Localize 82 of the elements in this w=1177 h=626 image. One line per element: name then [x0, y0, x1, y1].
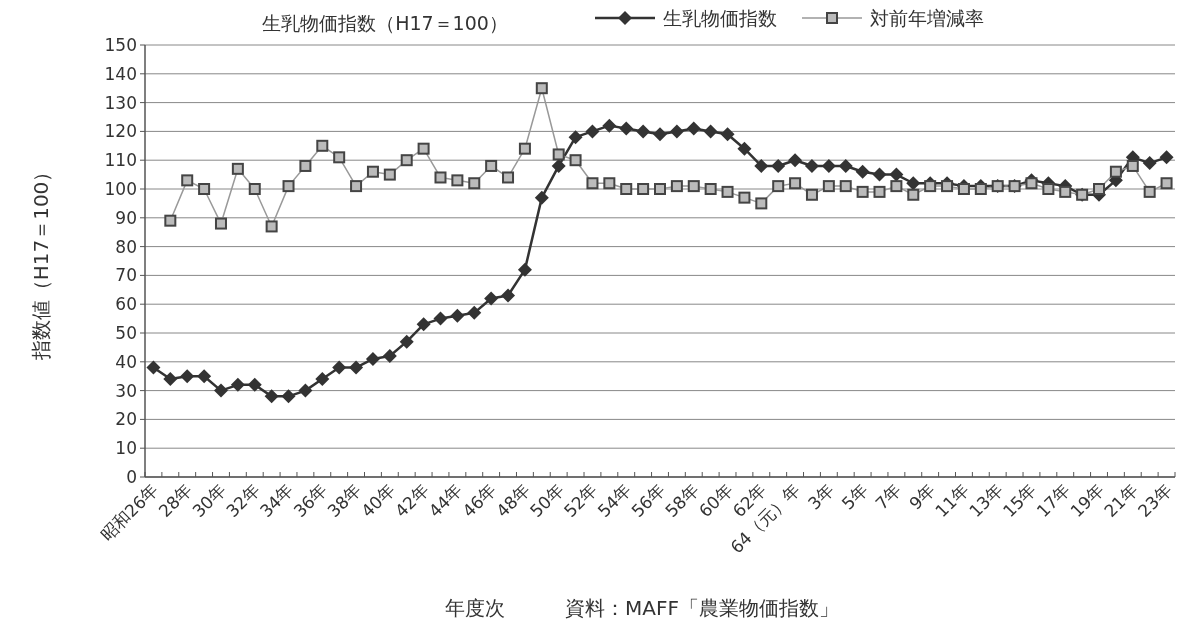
point [721, 185, 734, 198]
point [1059, 185, 1072, 198]
point [1160, 177, 1173, 190]
point [873, 185, 886, 198]
point [839, 180, 852, 193]
point [890, 180, 903, 193]
point [924, 180, 937, 193]
point [316, 139, 329, 152]
point [687, 180, 700, 193]
legend-label: 対前年増減率 [870, 7, 984, 29]
x-tick-label: 5年 [837, 479, 872, 514]
legend-label: 生乳物価指数 [663, 7, 777, 29]
point [1143, 185, 1156, 198]
point [637, 183, 650, 195]
point [822, 180, 835, 193]
y-tick-label: 140 [104, 63, 137, 84]
point [518, 142, 531, 155]
point [789, 177, 802, 190]
point [907, 188, 920, 201]
y-tick-label: 50 [115, 323, 137, 343]
point [417, 142, 430, 155]
point [198, 183, 211, 195]
point [1025, 177, 1038, 190]
point [941, 180, 954, 193]
point [620, 183, 633, 195]
point [383, 168, 396, 181]
point [231, 162, 244, 175]
y-tick-label: 80 [115, 236, 137, 257]
y-axis-title: 指数値（H17＝100） [29, 161, 53, 362]
y-tick-label: 40 [115, 351, 137, 372]
point [805, 188, 818, 201]
x-tick-label: 7年 [871, 479, 906, 514]
point [434, 171, 447, 184]
y-tick-label: 90 [115, 207, 137, 228]
point [485, 159, 498, 172]
y-tick-label: 100 [104, 179, 137, 199]
point [552, 148, 565, 161]
point [772, 180, 785, 193]
point [282, 180, 295, 193]
y-tick-label: 10 [115, 438, 137, 459]
point [569, 154, 582, 167]
point [1042, 183, 1055, 195]
point [265, 220, 278, 233]
x-axis-title: 年度次 [445, 596, 505, 620]
point [738, 191, 751, 204]
point [603, 177, 616, 190]
point [1126, 159, 1139, 172]
text: 資料：MAFF「農業物価指数」 [565, 596, 839, 620]
point [535, 82, 548, 95]
point [468, 177, 481, 190]
point [366, 165, 379, 178]
y-tick-label: 130 [104, 92, 137, 113]
point [670, 180, 683, 193]
point [755, 197, 768, 210]
y-tick-label: 150 [104, 35, 137, 55]
y-tick-label: 20 [115, 409, 137, 430]
chart-title: 生乳物価指数（H17＝100） [262, 12, 508, 34]
y-tick-label: 120 [104, 121, 137, 142]
point [350, 180, 363, 193]
y-tick-label: 70 [115, 265, 137, 286]
point [1109, 165, 1122, 178]
point [704, 183, 717, 195]
x-tick-label: 3年 [803, 479, 838, 514]
y-tick-label: 0 [126, 467, 137, 487]
point [586, 177, 599, 190]
point [214, 217, 227, 230]
point [181, 174, 194, 187]
point [957, 183, 970, 195]
point [654, 183, 666, 195]
point [164, 214, 177, 227]
point [451, 174, 464, 187]
point [974, 183, 987, 195]
point [502, 171, 515, 184]
point [400, 154, 413, 167]
point [1093, 183, 1106, 195]
y-tick-label: 110 [104, 150, 137, 171]
point [299, 159, 312, 172]
point [248, 183, 261, 195]
point [333, 151, 346, 164]
y-tick-label: 60 [115, 294, 137, 315]
point [856, 185, 869, 198]
y-tick-label: 30 [115, 380, 137, 401]
